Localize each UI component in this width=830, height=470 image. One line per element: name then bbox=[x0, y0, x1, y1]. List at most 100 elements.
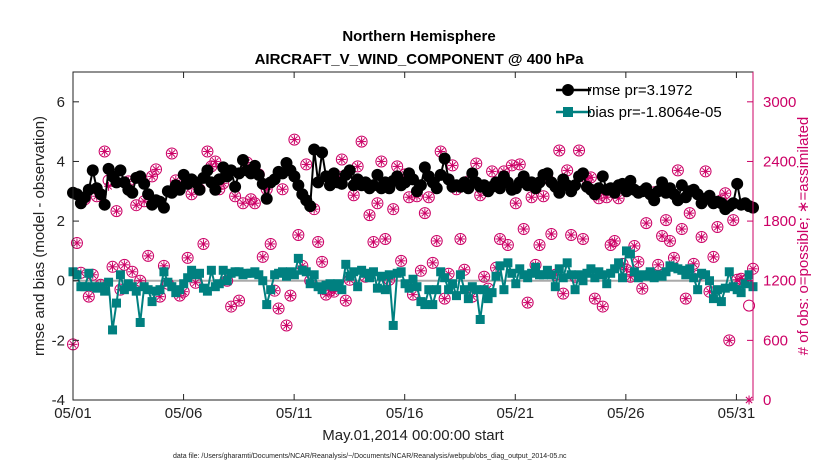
x-tick-label: 05/01 bbox=[54, 405, 92, 422]
bias-point bbox=[72, 270, 82, 280]
obs-assimilated-point bbox=[503, 240, 513, 250]
rmse-point bbox=[209, 183, 222, 196]
obs-assimilated-point bbox=[471, 158, 481, 168]
obs-assimilated-point bbox=[515, 159, 525, 169]
bias-point bbox=[309, 270, 319, 280]
obs-assimilated-point bbox=[538, 191, 548, 201]
rmse-point bbox=[292, 179, 305, 192]
obs-possible-point bbox=[312, 235, 325, 248]
bias-point bbox=[574, 270, 584, 280]
obs-possible-point bbox=[201, 145, 214, 158]
bias-point bbox=[147, 297, 157, 307]
obs-assimilated-point bbox=[317, 257, 327, 267]
obs-possible-point bbox=[110, 205, 123, 218]
bias-point bbox=[459, 285, 469, 295]
bias-point bbox=[685, 264, 695, 274]
obs-assimilated-point bbox=[566, 230, 576, 240]
bias-point bbox=[111, 298, 121, 308]
right-y-tick-label: 1800 bbox=[763, 213, 796, 230]
bias-point bbox=[645, 267, 655, 277]
obs-possible-point bbox=[501, 238, 514, 251]
bias-point bbox=[744, 270, 754, 280]
obs-assimilated-point bbox=[633, 257, 643, 267]
legend: rmse pr=3.1972 bias pr=-1.8064e-05 bbox=[556, 82, 722, 121]
obs-assimilated-point bbox=[274, 304, 284, 314]
right-y-tick-label: 1200 bbox=[763, 273, 796, 290]
obs-assimilated-point bbox=[424, 192, 434, 202]
bias-point bbox=[108, 325, 118, 335]
rmse-point bbox=[371, 168, 384, 181]
bias-point bbox=[143, 285, 153, 295]
obs-possible-point bbox=[557, 287, 570, 300]
obs-possible-point bbox=[142, 249, 155, 262]
bias-point bbox=[499, 285, 509, 295]
bias-point bbox=[507, 268, 517, 278]
x-tick-label: 05/31 bbox=[718, 405, 756, 422]
bias-point bbox=[119, 285, 129, 295]
obs-possible-point bbox=[565, 229, 578, 242]
obs-assimilated-point bbox=[167, 149, 177, 159]
obs-possible-point bbox=[695, 230, 708, 243]
obs-assimilated-point bbox=[487, 166, 497, 176]
bias-point bbox=[428, 300, 438, 310]
left-y-tick-label: 4 bbox=[57, 153, 65, 170]
bias-point bbox=[365, 273, 375, 283]
obs-assimilated-point bbox=[143, 251, 153, 261]
obs-assimilated-point bbox=[285, 291, 295, 301]
rmse-point bbox=[86, 164, 99, 177]
obs-assimilated-point bbox=[685, 208, 695, 218]
right-y-tick-label: 2400 bbox=[763, 153, 796, 170]
obs-assimilated-point bbox=[610, 236, 620, 246]
bias-point bbox=[404, 283, 414, 293]
obs-assimilated-point bbox=[119, 260, 129, 270]
bias-point bbox=[705, 276, 715, 286]
obs-assimilated-point bbox=[558, 289, 568, 299]
obs-assimilated-point bbox=[590, 294, 600, 304]
bias-point bbox=[384, 270, 394, 280]
obs-possible-point bbox=[683, 207, 696, 220]
obs-assimilated-point bbox=[511, 198, 521, 208]
bias-point bbox=[115, 270, 125, 280]
bias-point bbox=[661, 267, 671, 277]
bias-point bbox=[396, 267, 406, 277]
x-tick-label: 05/21 bbox=[497, 405, 535, 422]
bias-point bbox=[84, 268, 94, 278]
rmse-point bbox=[430, 182, 443, 195]
obs-assimilated-point bbox=[708, 252, 718, 262]
rmse-point bbox=[114, 164, 127, 177]
obs-possible-point bbox=[454, 232, 467, 245]
bias-point bbox=[175, 285, 185, 295]
bias-point bbox=[515, 264, 525, 274]
obs-assimilated-point bbox=[554, 146, 564, 156]
bias-point bbox=[740, 279, 750, 289]
obs-possible-point bbox=[640, 217, 653, 230]
obs-possible-point bbox=[486, 165, 499, 178]
bias-point bbox=[479, 285, 489, 295]
obs-possible-point bbox=[663, 234, 676, 247]
bias-point bbox=[487, 288, 497, 298]
bias-point bbox=[412, 282, 422, 292]
bias-point bbox=[689, 273, 699, 283]
rmse-point bbox=[94, 188, 107, 201]
rmse-point bbox=[260, 192, 273, 205]
bias-point bbox=[353, 282, 363, 292]
obs-assimilated-point bbox=[728, 215, 738, 225]
obs-assimilated-point bbox=[396, 256, 406, 266]
obs-possible-point bbox=[98, 145, 111, 158]
obs-assimilated-point bbox=[527, 192, 537, 202]
bias-point bbox=[179, 279, 189, 289]
bias-point bbox=[708, 294, 718, 304]
bias-point bbox=[436, 267, 446, 277]
bias-point bbox=[301, 267, 311, 277]
obs-assimilated-point bbox=[258, 252, 268, 262]
right-y-tick-label: 0 bbox=[763, 392, 771, 409]
rmse-point bbox=[138, 177, 151, 190]
obs-assimilated-point bbox=[641, 218, 651, 228]
obs-assimilated-point bbox=[289, 135, 299, 145]
obs-possible-point bbox=[280, 319, 293, 332]
obs-possible-point bbox=[339, 294, 352, 307]
bias-point bbox=[214, 279, 224, 289]
right-y-axis-label: # of obs: o=possible; ∗=assimilated bbox=[795, 117, 812, 356]
bias-point bbox=[448, 279, 458, 289]
